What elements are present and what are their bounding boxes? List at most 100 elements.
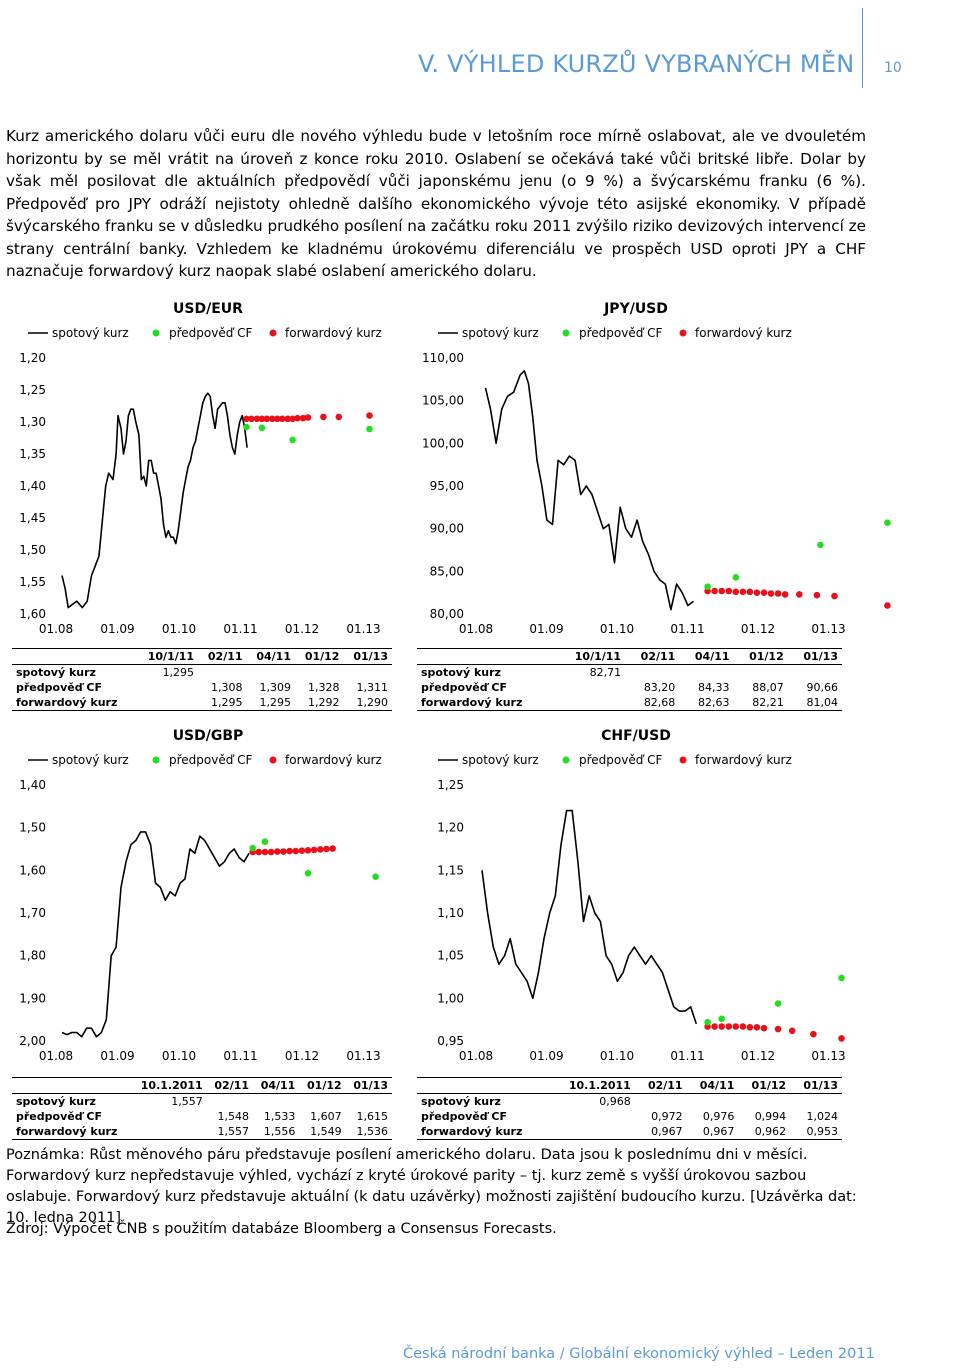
legend-forecast-dot <box>562 329 570 337</box>
source-line: Zdroj: Výpočet ČNB s použitím databáze B… <box>6 1221 557 1237</box>
table-cell: 0,968 <box>599 1095 631 1108</box>
y-tick-label: 110,00 <box>422 351 464 365</box>
table-row-label: spotový kurz <box>16 666 96 679</box>
table-cell: 82,71 <box>589 666 622 679</box>
x-tick-label: 01.13 <box>811 1049 845 1063</box>
x-tick-label: 01.11 <box>223 1049 257 1063</box>
legend-forecast-dot <box>152 756 160 764</box>
legend-forward-label: forwardový kurz <box>695 753 792 767</box>
forward-point <box>299 414 307 422</box>
x-tick-label: 01.12 <box>285 1049 319 1063</box>
table-cell <box>207 1094 253 1110</box>
y-tick-label: 80,00 <box>430 607 464 621</box>
forecast-point <box>249 844 256 852</box>
forward-point <box>366 412 373 419</box>
table-cell: 1,328 <box>307 681 340 694</box>
chart-svg: JPY/USD spotový kurz předpověď CF forwardov… <box>422 301 891 636</box>
forward-point <box>267 848 275 856</box>
forecast-point <box>704 1018 711 1026</box>
forward-point <box>781 591 789 598</box>
table-cell <box>556 695 626 711</box>
y-tick-label: 1,25 <box>437 778 464 792</box>
legend-spot-label: spotový kurz <box>462 753 539 767</box>
chart-svg: USD/EUR spotový kurz předpověď CF forwardov… <box>19 301 382 636</box>
table-cell: 90,66 <box>806 681 839 694</box>
table-row: forwardový kurz 0,967 0,967 0,962 0,953 <box>417 1124 842 1140</box>
table-header-cell: 02/11 <box>625 648 680 665</box>
forward-point <box>774 1025 782 1033</box>
chart-usd-eur: USD/EUR spotový kurz předpověď CF forwardov… <box>0 295 400 645</box>
forward-point <box>711 587 718 595</box>
forward-point <box>320 413 327 421</box>
x-tick-label: 01.12 <box>741 1049 775 1063</box>
table-row: forwardový kurz 1,295 1,295 1,292 1,290 <box>12 695 392 711</box>
table-cell: 82,63 <box>679 695 734 711</box>
forecast-point <box>774 1000 782 1007</box>
forecast-point <box>258 424 266 432</box>
forward-point <box>298 847 306 854</box>
table-header-cell: 04/11 <box>253 1077 300 1094</box>
forward-point <box>248 415 255 423</box>
table-row: spotový kurz 1,557 <box>12 1094 392 1110</box>
y-tick-label: 1,25 <box>19 383 46 397</box>
x-tick-label: 01.08 <box>39 622 73 636</box>
table-cell <box>788 665 842 681</box>
table-cell <box>679 665 733 681</box>
x-tick-label: 01.09 <box>100 1049 134 1063</box>
table-header-cell: 01/13 <box>790 1077 842 1094</box>
forward-point <box>280 848 287 855</box>
forecast-point <box>732 574 740 581</box>
chart-svg: CHF/USD spotový kurz předpověď CF forwardov… <box>437 728 845 1063</box>
table-cell: 1,295 <box>198 695 247 711</box>
table-cell <box>556 680 625 695</box>
spot-rate-line <box>481 809 698 1025</box>
table-header-cell: 02/11 <box>198 648 247 665</box>
forecast-point <box>304 870 312 877</box>
forecast-point <box>884 519 891 526</box>
y-tick-label: 100,00 <box>422 436 464 450</box>
table-cell: 1,557 <box>171 1095 203 1108</box>
forecast-point <box>817 541 824 549</box>
forward-point <box>304 847 312 854</box>
forward-point <box>269 415 276 423</box>
table-row: forwardový kurz 82,68 82,63 82,21 81,04 <box>417 695 842 711</box>
y-tick-label: 105,00 <box>422 394 464 408</box>
table-cell <box>790 1094 842 1110</box>
forward-point <box>732 1023 740 1030</box>
table-cell <box>136 695 199 711</box>
forward-point <box>255 848 263 856</box>
chart-legend: spotový kurz předpověď CF forwardový kurz <box>28 326 382 340</box>
x-tick-label: 01.08 <box>459 622 493 636</box>
y-tick-label: 2,00 <box>19 1034 46 1048</box>
table-row: předpověď CF 0,972 0,976 0,994 1,024 <box>417 1109 842 1124</box>
y-tick-label: 1,05 <box>437 949 464 963</box>
forward-point <box>253 415 261 423</box>
table-cell <box>625 665 679 681</box>
table-cell: 1,295 <box>246 695 295 711</box>
legend-forward-dot <box>679 756 687 764</box>
forecast-point <box>261 838 269 845</box>
forward-point <box>739 588 747 596</box>
legend-forecast-dot <box>152 329 160 337</box>
spot-rate-line <box>61 392 248 609</box>
table-cell: 82,21 <box>733 695 788 711</box>
table-cell: 1,615 <box>356 1110 389 1123</box>
forward-point <box>718 587 725 595</box>
table-row-label: předpověď CF <box>421 681 507 694</box>
y-tick-label: 1,55 <box>19 575 46 589</box>
forward-point <box>317 846 324 853</box>
table-header-blank <box>12 1077 131 1094</box>
footer-text: Česká národní banka / Globální ekonomick… <box>403 1346 875 1362</box>
table-header-cell: 04/11 <box>679 648 734 665</box>
table-cell <box>295 665 343 681</box>
table-usd-eur: 10/1/11 02/11 04/11 01/12 01/13 spotový kurz 1… <box>12 648 392 711</box>
forward-point <box>760 589 768 596</box>
x-tick-label: 01.10 <box>162 1049 196 1063</box>
table-cell: 83,20 <box>643 681 676 694</box>
table-cell <box>130 1124 207 1140</box>
table-row-label: spotový kurz <box>16 1095 96 1108</box>
y-tick-label: 1,40 <box>19 479 46 493</box>
x-tick-label: 01.11 <box>670 622 704 636</box>
y-tick-label: 1,50 <box>19 543 46 557</box>
note-paragraph: Poznámka: Růst měnového páru představuje… <box>6 1147 857 1226</box>
